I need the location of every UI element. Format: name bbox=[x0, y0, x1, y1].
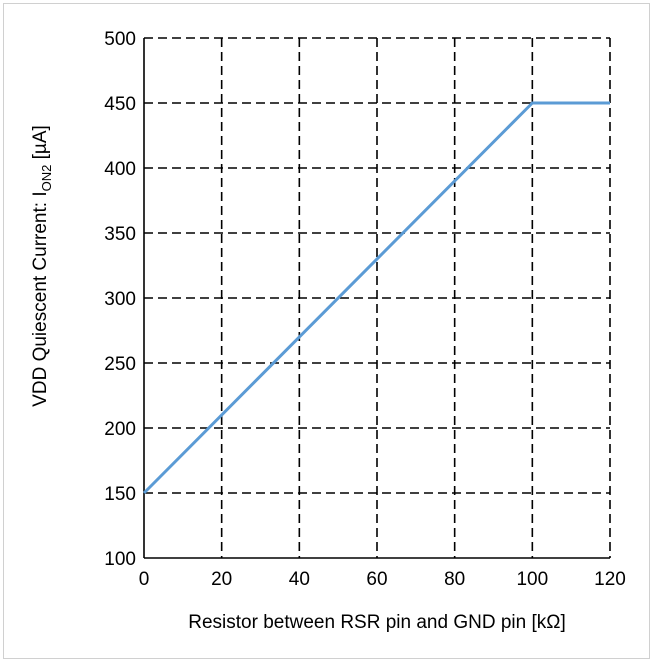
x-tick-label: 20 bbox=[211, 569, 232, 590]
x-tick-labels: 0 20 40 60 80 100 120 bbox=[139, 569, 626, 590]
x-tick-label: 100 bbox=[516, 569, 548, 590]
y-axis-label: VDD Quiescent Current: ION2 [µA] bbox=[30, 125, 54, 407]
y-tick-label: 150 bbox=[104, 484, 136, 505]
y-tick-label: 300 bbox=[104, 289, 136, 310]
x-tick-label: 120 bbox=[594, 569, 626, 590]
x-tick-label: 60 bbox=[366, 569, 387, 590]
y-axis-label-subscript: ON2 bbox=[39, 165, 54, 192]
series-layer bbox=[142, 101, 610, 495]
x-tick-label: 80 bbox=[444, 569, 465, 590]
y-tick-labels: 100 150 200 250 300 350 400 450 500 bbox=[104, 29, 136, 570]
y-tick-label: 450 bbox=[104, 94, 136, 115]
x-axis-label: Resistor between RSR pin and GND pin [kΩ… bbox=[188, 612, 565, 633]
x-tick-label: 0 bbox=[139, 569, 150, 590]
y-tick-label: 350 bbox=[104, 224, 136, 245]
chart-frame bbox=[3, 3, 650, 659]
y-tick-label: 250 bbox=[104, 354, 136, 375]
x-tick-label: 40 bbox=[289, 569, 310, 590]
y-tick-label: 500 bbox=[104, 29, 136, 50]
y-tick-label: 400 bbox=[104, 159, 136, 180]
y-axis-label-unit: [µA] bbox=[30, 125, 51, 164]
y-tick-label: 200 bbox=[104, 419, 136, 440]
grid-lines bbox=[143, 37, 611, 559]
y-tick-label: 100 bbox=[104, 549, 136, 570]
y-axis-label-main: VDD Quiescent Current: I bbox=[30, 191, 51, 406]
series-line bbox=[142, 101, 610, 495]
